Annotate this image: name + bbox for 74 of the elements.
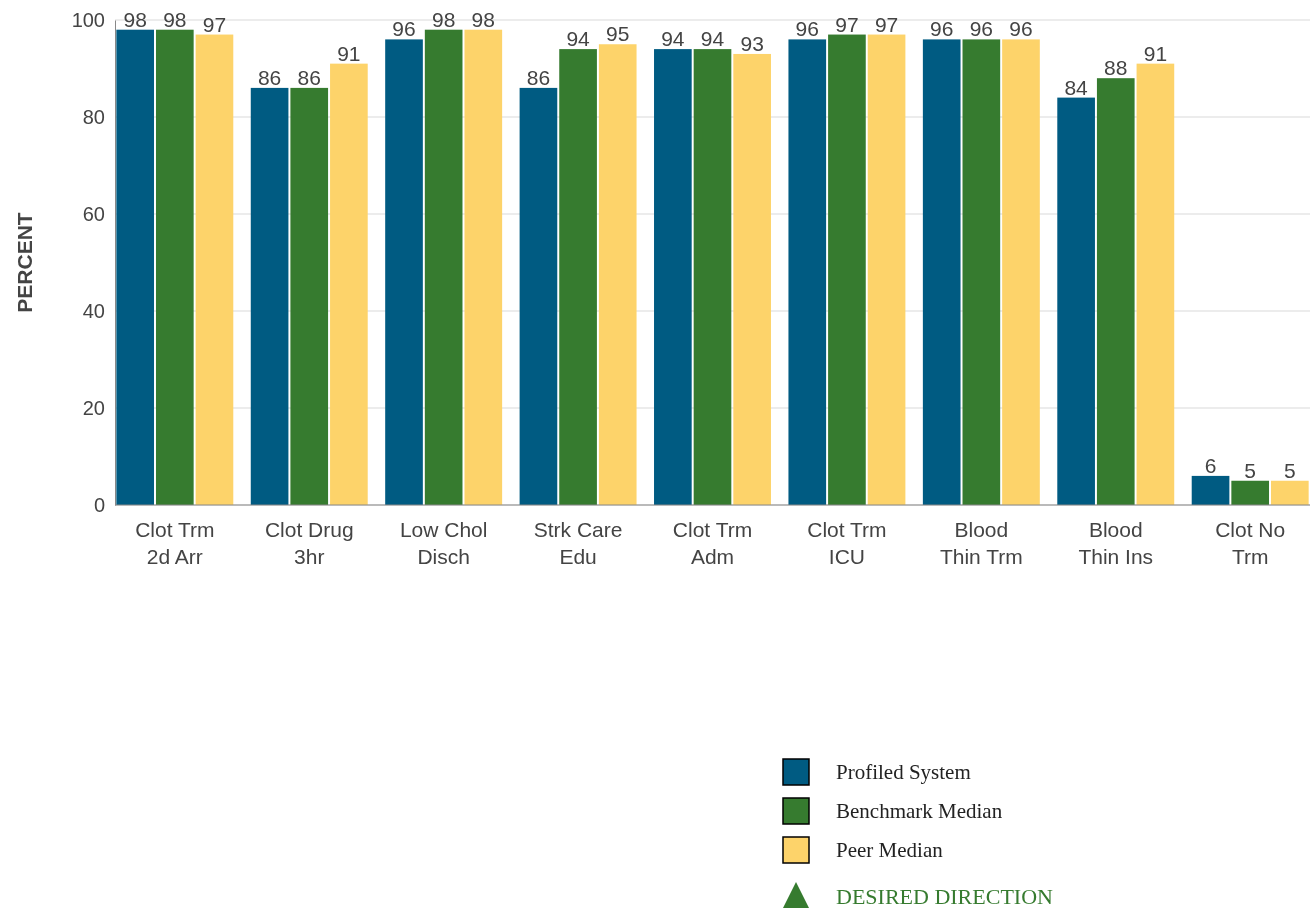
bar (330, 63, 368, 505)
x-tick-label: Blood Thin Trm (939, 518, 1023, 568)
bar (1002, 39, 1040, 505)
x-tick-label: Clot Trm 2d Arr (135, 518, 215, 568)
data-label: 91 (337, 41, 361, 65)
data-label: 86 (526, 65, 551, 89)
data-label: 6 (1204, 453, 1217, 477)
data-label: 98 (471, 7, 495, 31)
data-label: 88 (1104, 56, 1128, 80)
bar (788, 39, 827, 505)
data-label: 97 (835, 12, 859, 36)
data-label: 96 (795, 17, 819, 41)
data-label: 5 (1244, 458, 1257, 482)
y-tick-label: 40 (82, 299, 105, 322)
y-tick-label: 100 (71, 8, 105, 31)
data-label: 96 (930, 17, 954, 41)
data-label: 91 (1143, 41, 1168, 65)
bar (733, 53, 771, 505)
bar (290, 87, 329, 505)
y-tick-label: 60 (82, 202, 105, 225)
bar (1096, 78, 1135, 505)
bar (693, 49, 732, 505)
data-label: 86 (257, 65, 282, 89)
bar (155, 29, 194, 505)
data-label: 97 (202, 12, 227, 36)
x-tick-label: Blood Thin Ins (1078, 518, 1154, 568)
y-axis-title: PERCENT (13, 212, 36, 313)
data-label: 94 (700, 27, 725, 51)
bar (424, 29, 463, 505)
x-tick-label: Clot Trm ICU (807, 518, 887, 568)
bar (922, 39, 961, 505)
data-label: 96 (1009, 17, 1033, 41)
data-label: 97 (874, 12, 899, 36)
y-tick-label: 80 (82, 105, 105, 128)
bar (250, 87, 289, 505)
data-label: 93 (740, 31, 764, 55)
data-label: 95 (606, 22, 630, 46)
data-label: 98 (163, 7, 187, 31)
bar (1057, 97, 1095, 505)
legend-label: Peer Median (836, 838, 944, 862)
bar (519, 87, 558, 505)
bar (598, 44, 637, 505)
data-label: 5 (1283, 458, 1296, 482)
data-label: 94 (661, 27, 685, 51)
bar (559, 49, 597, 505)
bar (654, 49, 692, 505)
data-label: 98 (123, 7, 147, 31)
y-tick-label: 20 (82, 396, 105, 419)
data-label: 86 (297, 65, 321, 89)
data-label: 96 (969, 17, 994, 41)
bar (1136, 63, 1175, 505)
bar (867, 34, 906, 505)
legend-label: Profiled System (836, 760, 971, 784)
x-tick-label: Low Chol Disch (399, 518, 488, 568)
data-label: 94 (566, 27, 591, 51)
bar (116, 29, 154, 505)
x-tick-label: Clot Trm Adm (672, 518, 753, 568)
data-label: 98 (431, 7, 456, 31)
bar (464, 29, 503, 505)
x-tick-label: Clot Drug 3hr (264, 518, 354, 568)
legend-label: Benchmark Median (836, 799, 1003, 823)
bar (1231, 480, 1270, 505)
bar (195, 34, 234, 505)
bar (1271, 480, 1309, 505)
bar (828, 34, 866, 505)
data-label: 96 (392, 17, 416, 41)
bar (962, 39, 1001, 505)
x-tick-label: Strk Care Edu (533, 518, 623, 568)
bar (1191, 475, 1230, 505)
text: DESIRED DIRECTION (836, 884, 1054, 909)
y-tick-label: 0 (93, 493, 105, 516)
bar (385, 39, 423, 505)
data-label: 84 (1064, 75, 1089, 99)
x-tick-label: Clot No Trm (1215, 518, 1286, 568)
